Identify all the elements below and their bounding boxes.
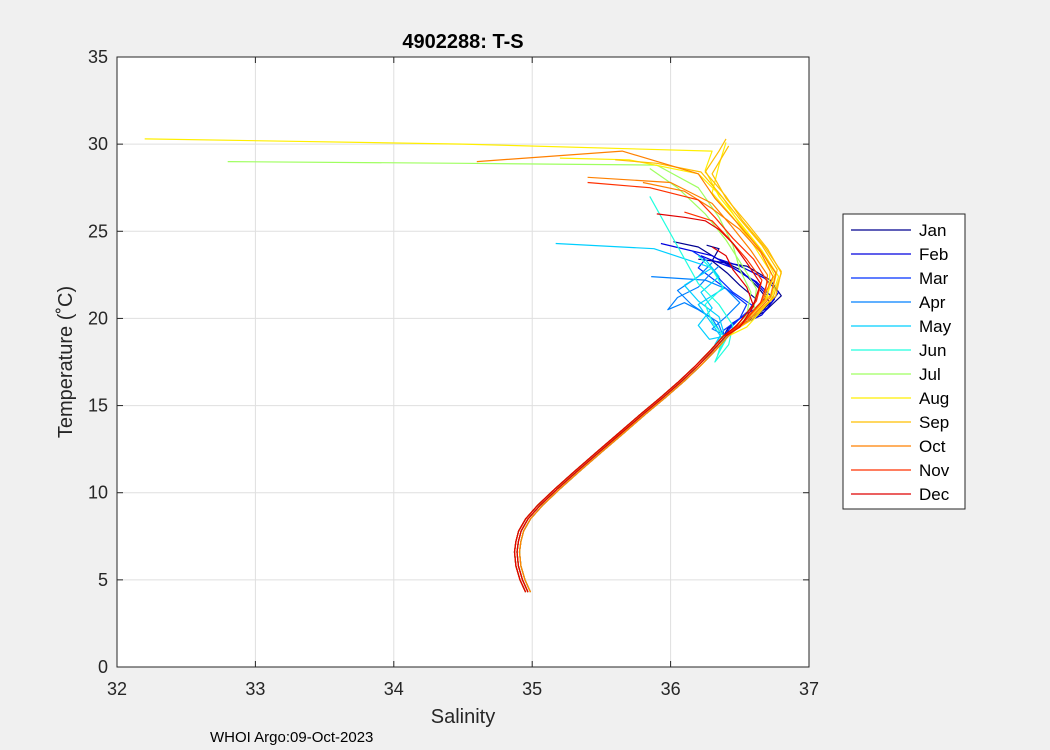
legend-item-sep: Sep bbox=[851, 413, 949, 432]
y-tick-label: 15 bbox=[88, 396, 108, 416]
legend-label: Jul bbox=[919, 365, 941, 384]
legend-label: Jan bbox=[919, 221, 946, 240]
legend-item-may: May bbox=[851, 317, 952, 336]
legend-label: Apr bbox=[919, 293, 946, 312]
legend-item-feb: Feb bbox=[851, 245, 948, 264]
x-tick-label: 32 bbox=[107, 679, 127, 699]
legend-label: Feb bbox=[919, 245, 948, 264]
legend: Jan Feb Mar Apr May Jun Jul Aug Sep Oct Nov Dec bbox=[842, 213, 966, 510]
y-tick-label: 30 bbox=[88, 134, 108, 154]
x-tick-label: 37 bbox=[799, 679, 819, 699]
x-tick-label: 35 bbox=[522, 679, 542, 699]
y-tick-label: 5 bbox=[98, 570, 108, 590]
legend-label: Mar bbox=[919, 269, 949, 288]
legend-item-dec: Dec bbox=[851, 485, 950, 504]
series-dec bbox=[513, 213, 762, 593]
legend-item-jul: Jul bbox=[851, 365, 941, 384]
legend-item-oct: Oct bbox=[851, 437, 946, 456]
axis-ticks: 32 33 34 35 36 37 0 5 10 15 20 25 30 35 bbox=[88, 47, 819, 699]
x-tick-label: 36 bbox=[661, 679, 681, 699]
x-tick-label: 34 bbox=[384, 679, 404, 699]
legend-label: Dec bbox=[919, 485, 950, 504]
legend-label: Oct bbox=[919, 437, 946, 456]
profile-line bbox=[518, 181, 774, 593]
legend-label: Sep bbox=[919, 413, 949, 432]
y-tick-label: 0 bbox=[98, 657, 108, 677]
legend-label: Aug bbox=[919, 389, 949, 408]
y-axis-label: Temperature (˚C) bbox=[55, 286, 77, 438]
legend-label: Nov bbox=[919, 461, 950, 480]
plot-frame bbox=[116, 56, 810, 668]
y-tick-label: 10 bbox=[88, 483, 108, 503]
y-tick-label: 35 bbox=[88, 47, 108, 67]
legend-item-apr: Apr bbox=[851, 293, 946, 312]
legend-item-aug: Aug bbox=[851, 389, 949, 408]
legend-item-jun: Jun bbox=[851, 341, 946, 360]
profile-line bbox=[516, 246, 755, 593]
x-axis-label: Salinity bbox=[431, 706, 495, 728]
profile-line bbox=[513, 213, 762, 593]
footer-text: WHOI Argo:09-Oct-2023 bbox=[210, 729, 373, 746]
profile-lines bbox=[144, 138, 782, 593]
legend-item-nov: Nov bbox=[851, 461, 950, 480]
legend-item-mar: Mar bbox=[851, 269, 949, 288]
y-tick-label: 25 bbox=[88, 221, 108, 241]
y-tick-label: 20 bbox=[88, 308, 108, 328]
plot-area bbox=[117, 57, 809, 667]
legend-label: Jun bbox=[919, 341, 946, 360]
x-tick-label: 33 bbox=[245, 679, 265, 699]
legend-box bbox=[842, 213, 966, 510]
chart-title: 4902288: T-S bbox=[402, 31, 523, 53]
legend-label: May bbox=[919, 317, 952, 336]
legend-item-jan: Jan bbox=[851, 221, 946, 240]
